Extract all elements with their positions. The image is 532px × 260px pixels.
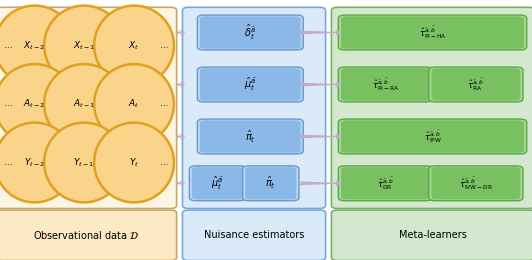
Text: Nuisance estimators: Nuisance estimators <box>204 230 304 240</box>
Text: $\hat{\tau}_{\mathrm{PI-RA}}^{\bar{a},\bar{b}}$: $\hat{\tau}_{\mathrm{PI-RA}}^{\bar{a},\b… <box>372 76 399 93</box>
FancyBboxPatch shape <box>341 16 524 49</box>
Text: $X_{t-2}$: $X_{t-2}$ <box>23 39 46 52</box>
FancyBboxPatch shape <box>338 119 527 154</box>
Text: ...: ... <box>4 41 13 50</box>
Text: $\hat{\tau}_{\mathrm{RA}}^{\bar{a},\bar{b}}$: $\hat{\tau}_{\mathrm{RA}}^{\bar{a},\bar{… <box>467 76 485 93</box>
FancyBboxPatch shape <box>331 210 532 260</box>
FancyBboxPatch shape <box>243 166 299 201</box>
FancyBboxPatch shape <box>197 119 303 154</box>
FancyBboxPatch shape <box>431 68 520 101</box>
FancyBboxPatch shape <box>338 15 527 50</box>
FancyBboxPatch shape <box>182 7 326 209</box>
Text: Meta-learners: Meta-learners <box>399 230 467 240</box>
Text: $\hat{\tau}_{\mathrm{DR}}^{\bar{a},\bar{b}}$: $\hat{\tau}_{\mathrm{DR}}^{\bar{a},\bar{… <box>377 175 394 192</box>
Text: $\hat{\delta}_t^{\bar{a}}$: $\hat{\delta}_t^{\bar{a}}$ <box>244 23 256 42</box>
Text: $X_t$: $X_t$ <box>128 39 140 52</box>
Text: ...: ... <box>160 158 168 167</box>
Ellipse shape <box>94 64 174 144</box>
Text: ...: ... <box>160 41 168 50</box>
Text: $Y_{t-1}$: $Y_{t-1}$ <box>73 156 95 169</box>
FancyBboxPatch shape <box>429 166 523 201</box>
FancyBboxPatch shape <box>338 166 433 201</box>
Text: $\hat{\tau}_{\mathrm{IPW}}^{\bar{a},\bar{b}}$: $\hat{\tau}_{\mathrm{IPW}}^{\bar{a},\bar… <box>423 128 442 145</box>
FancyBboxPatch shape <box>189 166 246 201</box>
Text: $Y_t$: $Y_t$ <box>129 156 139 169</box>
Ellipse shape <box>94 6 174 85</box>
FancyBboxPatch shape <box>192 167 243 199</box>
FancyBboxPatch shape <box>200 68 301 101</box>
Ellipse shape <box>44 6 124 85</box>
Ellipse shape <box>44 123 124 202</box>
FancyBboxPatch shape <box>200 16 301 49</box>
FancyBboxPatch shape <box>331 7 532 209</box>
FancyBboxPatch shape <box>0 210 177 260</box>
Text: $A_t$: $A_t$ <box>128 98 140 110</box>
FancyBboxPatch shape <box>341 120 524 153</box>
FancyBboxPatch shape <box>200 120 301 153</box>
FancyBboxPatch shape <box>182 210 326 260</box>
FancyBboxPatch shape <box>341 68 430 101</box>
FancyBboxPatch shape <box>338 67 433 102</box>
Text: $\hat{\tau}_{\mathrm{IVW-DR}}^{\bar{a},\bar{b}}$: $\hat{\tau}_{\mathrm{IVW-DR}}^{\bar{a},\… <box>459 175 493 192</box>
Text: $A_{t-1}$: $A_{t-1}$ <box>73 98 95 110</box>
Text: $\hat{\tau}_{\mathrm{PI-HA}}^{\bar{a},\bar{b}}$: $\hat{\tau}_{\mathrm{PI-HA}}^{\bar{a},\b… <box>419 24 446 41</box>
Text: $X_{t-1}$: $X_{t-1}$ <box>73 39 95 52</box>
FancyBboxPatch shape <box>197 67 303 102</box>
Text: ...: ... <box>4 100 13 108</box>
Text: $A_{t-2}$: $A_{t-2}$ <box>23 98 46 110</box>
Ellipse shape <box>94 123 174 202</box>
FancyBboxPatch shape <box>429 67 523 102</box>
Text: Observational data $\mathcal{D}$: Observational data $\mathcal{D}$ <box>34 229 139 241</box>
Text: ...: ... <box>4 158 13 167</box>
Text: $\hat{\mu}_t^{\bar{a}}$: $\hat{\mu}_t^{\bar{a}}$ <box>211 175 224 192</box>
FancyBboxPatch shape <box>0 7 177 209</box>
Ellipse shape <box>0 64 74 144</box>
Ellipse shape <box>44 64 124 144</box>
FancyBboxPatch shape <box>245 167 296 199</box>
Ellipse shape <box>0 6 74 85</box>
Text: $\hat{\pi}_t$: $\hat{\pi}_t$ <box>265 175 276 191</box>
Text: $\hat{\pi}_t$: $\hat{\pi}_t$ <box>245 128 256 145</box>
Ellipse shape <box>0 123 74 202</box>
FancyBboxPatch shape <box>197 15 303 50</box>
Text: $Y_{t-2}$: $Y_{t-2}$ <box>24 156 45 169</box>
Text: $\hat{\mu}_t^{\bar{a}}$: $\hat{\mu}_t^{\bar{a}}$ <box>244 76 256 93</box>
FancyBboxPatch shape <box>341 167 430 199</box>
Text: ...: ... <box>160 100 168 108</box>
FancyBboxPatch shape <box>431 167 520 199</box>
